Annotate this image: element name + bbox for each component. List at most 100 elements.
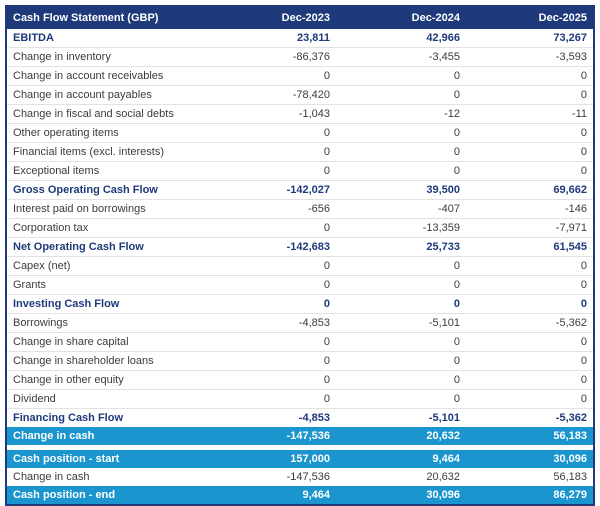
row-value: -4,853 (241, 408, 336, 427)
table-row: Dividend 0 0 0 (6, 389, 594, 409)
row-value: 0 (466, 332, 594, 352)
row-label: Corporation tax (6, 218, 241, 238)
row-value: 0 (336, 123, 466, 143)
row-value: 0 (241, 332, 336, 352)
table-row: Other operating items 0 0 0 (6, 123, 594, 143)
row-value: 0 (336, 370, 466, 390)
row-value: 0 (241, 294, 336, 314)
row-value: 0 (336, 85, 466, 105)
row-value: -142,027 (241, 180, 336, 200)
row-value: 0 (336, 142, 466, 162)
row-value: 0 (466, 389, 594, 409)
table-row: Change in cash -147,536 20,632 56,183 (6, 468, 594, 486)
row-label: Borrowings (6, 313, 241, 333)
row-label: Gross Operating Cash Flow (6, 180, 241, 200)
table-row: Cash position - end 9,464 30,096 86,279 (6, 486, 594, 505)
row-label: Change in cash (13, 471, 90, 483)
row-label: Interest paid on borrowings (6, 199, 241, 219)
row-value: 0 (466, 256, 594, 276)
table-row: Financial items (excl. interests) 0 0 0 (6, 142, 594, 162)
row-value: -146 (466, 199, 594, 219)
row-value: -147,536 (286, 471, 330, 483)
table-row: EBITDA 23,811 42,966 73,267 (6, 29, 594, 48)
row-value: 56,183 (553, 471, 587, 483)
row-label: Financial items (excl. interests) (6, 142, 241, 162)
row-label: Cash position - end (6, 486, 241, 505)
table-row: Change in fiscal and social debts -1,043-… (6, 104, 594, 124)
table-title: Cash Flow Statement (GBP) (6, 6, 241, 29)
table-row: Cash position - start 157,000 9,464 30,096 (6, 450, 594, 468)
table-header: Cash Flow Statement (GBP) Dec-2023 Dec-2… (6, 6, 594, 29)
row-value: 39,500 (336, 180, 466, 200)
row-value: -5,101 (336, 313, 466, 333)
row-value: -1,043 (241, 104, 336, 124)
row-label: Cash position - start (6, 450, 241, 468)
table-row: Exceptional items 0 0 0 (6, 161, 594, 181)
row-value: 73,267 (553, 32, 587, 44)
table-row: Borrowings -4,853 -5,101 -5,362 (6, 313, 594, 333)
row-label: Change in other equity (6, 370, 241, 390)
row-label: Change in account receivables (6, 66, 241, 86)
row-label: Net Operating Cash Flow (6, 237, 241, 257)
row-value: 0 (336, 161, 466, 181)
row-value: 30,096 (466, 450, 594, 468)
table-row: Interest paid on borrowings -656 -407 -146 (6, 199, 594, 219)
row-label: Change in share capital (6, 332, 241, 352)
row-value: 23,811 (296, 32, 330, 44)
row-value: 0 (241, 218, 336, 238)
row-label: Change in account payables (6, 85, 241, 105)
summary-rows-body: Cash position - start 157,000 9,464 30,096 C… (6, 450, 594, 505)
row-value: 0 (466, 66, 594, 86)
column-header-dec-2024: Dec-2024 (336, 6, 466, 29)
table-row: Change in account receivables 0 0 0 (6, 66, 594, 86)
row-value: -12 (336, 104, 466, 124)
row-value: 0 (241, 256, 336, 276)
row-value: 0 (466, 275, 594, 295)
row-value: 0 (336, 66, 466, 86)
row-label: Financing Cash Flow (6, 408, 241, 427)
row-value: 0 (466, 161, 594, 181)
row-value: -11 (466, 104, 594, 124)
row-value: 0 (241, 370, 336, 390)
row-label: Exceptional items (6, 161, 241, 181)
table-row: Investing Cash Flow 0 0 0 (6, 294, 594, 314)
row-value: 0 (336, 256, 466, 276)
row-value: -5,362 (466, 313, 594, 333)
row-value: 0 (466, 294, 594, 314)
row-value: -86,376 (241, 47, 336, 67)
gap-row (6, 445, 594, 450)
row-value: 0 (241, 142, 336, 162)
table-row: Capex (net) 0 0 0 (6, 256, 594, 276)
table-row: Change in account payables -78,420 0 0 (6, 85, 594, 105)
row-value: -3,455 (336, 47, 466, 67)
row-label: Dividend (6, 389, 241, 409)
row-value: 0 (241, 351, 336, 371)
row-value: -7,971 (466, 218, 594, 238)
row-label: Change in fiscal and social debts (6, 104, 241, 124)
row-value: -5,101 (336, 408, 466, 427)
row-label: Capex (net) (6, 256, 241, 276)
row-value: 9,464 (241, 486, 336, 505)
row-value: -656 (241, 199, 336, 219)
row-value: 0 (466, 123, 594, 143)
section-gap (6, 445, 594, 450)
column-header-dec-2025: Dec-2025 (466, 6, 594, 29)
row-value: 0 (336, 294, 466, 314)
row-value: 42,966 (426, 32, 460, 44)
row-label: Change in shareholder loans (6, 351, 241, 371)
table-row: Change in shareholder loans 0 0 0 (6, 351, 594, 371)
row-value: -142,683 (241, 237, 336, 257)
row-label: Other operating items (6, 123, 241, 143)
row-value: 0 (241, 66, 336, 86)
table-row: Net Operating Cash Flow -142,683 25,733 61,… (6, 237, 594, 257)
row-value: -5,362 (466, 408, 594, 427)
table-row: Grants 0 0 0 (6, 275, 594, 295)
row-value: 9,464 (336, 450, 466, 468)
table-row: Gross Operating Cash Flow -142,027 39,500 6… (6, 180, 594, 200)
cash-flow-statement-page: Cash Flow Statement (GBP) Dec-2023 Dec-2… (5, 5, 595, 506)
row-value: 0 (336, 389, 466, 409)
main-rows-body: EBITDA 23,811 42,966 73,267 Change in invent… (6, 29, 594, 445)
row-value: 0 (466, 370, 594, 390)
row-label: Investing Cash Flow (6, 294, 241, 314)
table-row: Corporation tax 0 -13,359 -7,971 (6, 218, 594, 238)
